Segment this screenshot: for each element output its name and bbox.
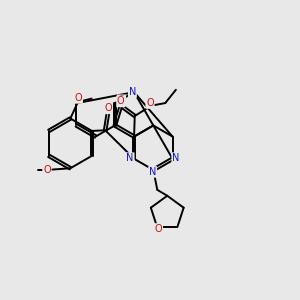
Text: N: N [172, 153, 180, 163]
Text: N: N [129, 87, 136, 97]
Text: O: O [74, 93, 82, 103]
Text: N: N [149, 167, 156, 177]
Text: N: N [126, 153, 134, 163]
Text: O: O [146, 98, 154, 108]
Text: O: O [154, 224, 162, 234]
Text: O: O [43, 165, 51, 175]
Text: O: O [104, 103, 112, 113]
Text: O: O [118, 95, 125, 105]
Text: O: O [117, 96, 124, 106]
